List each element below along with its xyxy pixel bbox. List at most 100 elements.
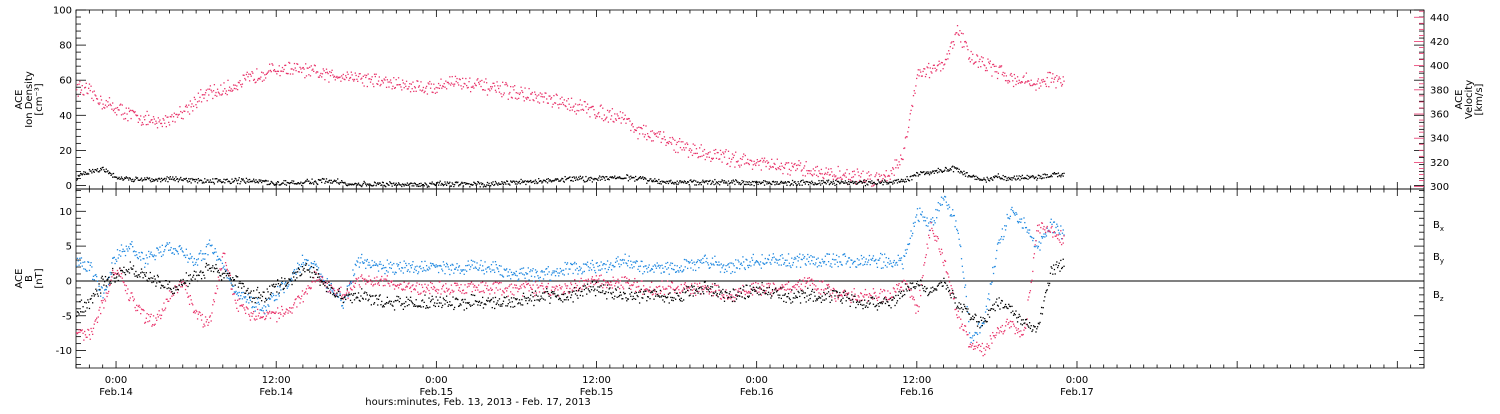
density-series-point [865, 185, 866, 186]
velocity-series-point [124, 113, 125, 114]
by-series-point [186, 249, 187, 250]
bz-series-point [472, 284, 473, 285]
bz-series-point [548, 283, 549, 284]
bz-series-point [291, 312, 292, 313]
velocity-series-point [948, 50, 949, 51]
density-series-point [105, 171, 106, 172]
velocity-series-point [334, 76, 335, 77]
velocity-series-point [428, 83, 429, 84]
velocity-series-point [843, 174, 844, 175]
density-series-point [807, 181, 808, 182]
bz-series-point [207, 325, 208, 326]
velocity-series-point [1018, 83, 1019, 84]
by-series-point [946, 205, 947, 206]
velocity-series-point [159, 119, 160, 120]
velocity-series-point [367, 86, 368, 87]
by-series-point [1000, 238, 1001, 239]
bz-series-point [152, 324, 153, 325]
velocity-series-point [102, 108, 103, 109]
velocity-series-point [430, 88, 431, 89]
density-series-point [781, 181, 782, 182]
velocity-series-point [780, 169, 781, 170]
bz-series-point [487, 285, 488, 286]
by-series-point [299, 272, 300, 273]
velocity-series-point [415, 87, 416, 88]
velocity-series-point [146, 111, 147, 112]
by-series-point [902, 263, 903, 264]
x-tick-label-time: 0:00 [105, 375, 127, 386]
density-series-point [825, 182, 826, 183]
velocity-series-point [766, 160, 767, 161]
velocity-series-point [739, 166, 740, 167]
velocity-series-point [609, 111, 610, 112]
bz-series-point [263, 316, 264, 317]
by-series-point [934, 220, 935, 221]
velocity-series-point [621, 122, 622, 123]
density-series [76, 166, 1065, 188]
velocity-series-point [665, 145, 666, 146]
velocity-series-point [371, 76, 372, 77]
bz-series-point [504, 292, 505, 293]
velocity-series-point [938, 61, 939, 62]
velocity-series-point [622, 112, 623, 113]
by-series-point [822, 261, 823, 262]
by-series-point [235, 291, 236, 292]
velocity-series-point [1011, 73, 1012, 74]
by-series-point [1017, 221, 1018, 222]
velocity-series-point [820, 173, 821, 174]
velocity-series-point [460, 85, 461, 86]
velocity-series-point [585, 106, 586, 107]
bz-series-point [299, 297, 300, 298]
left-y-tick-label: 0 [66, 276, 72, 287]
bz-series-point [78, 332, 79, 333]
by-series-point [576, 268, 577, 269]
by-series-point [686, 260, 687, 261]
by-series-point [757, 262, 758, 263]
velocity-series-point [87, 93, 88, 94]
by-series-point [752, 260, 753, 261]
by-series-point [239, 292, 240, 293]
bz-series-point [381, 276, 382, 277]
by-series-point [438, 272, 439, 273]
by-series-point [655, 265, 656, 266]
density-series-point [874, 182, 875, 183]
bz-series-point [496, 282, 497, 283]
velocity-series-point [232, 90, 233, 91]
left-y-axis-label: [cm⁻³] [34, 83, 45, 115]
by-series-point [821, 265, 822, 266]
density-series-point [110, 173, 111, 174]
velocity-series-point [303, 68, 304, 69]
by-series-point [125, 255, 126, 256]
bz-series-point [612, 287, 613, 288]
velocity-series-point [126, 107, 127, 108]
velocity-series-point [247, 72, 248, 73]
by-series-point [629, 267, 630, 268]
velocity-series-point [1039, 82, 1040, 83]
by-series-point [213, 253, 214, 254]
by-series-point [494, 272, 495, 273]
velocity-series-point [488, 88, 489, 89]
velocity-series-point [497, 85, 498, 86]
by-series-point [665, 263, 666, 264]
by-series-point [894, 264, 895, 265]
velocity-series-point [886, 170, 887, 171]
bz-series-point [430, 282, 431, 283]
by-series-point [1032, 240, 1033, 241]
by-series-point [664, 271, 665, 272]
by-series-point [88, 262, 89, 263]
density-series-point [974, 176, 975, 177]
x-tick-label-date: Feb.14 [99, 387, 133, 398]
by-series-point [380, 261, 381, 262]
by-series-point [618, 263, 619, 264]
density-series-point [991, 177, 992, 178]
by-series-point [609, 267, 610, 268]
bz-series-point [481, 291, 482, 292]
density-series-point [852, 181, 853, 182]
velocity-series-point [851, 177, 852, 178]
velocity-series-point [732, 153, 733, 154]
density-series-point [151, 178, 152, 179]
bz-series-point [215, 293, 216, 294]
by-series-point [207, 254, 208, 255]
density-series-point [488, 183, 489, 184]
by-series-point [1024, 222, 1025, 223]
